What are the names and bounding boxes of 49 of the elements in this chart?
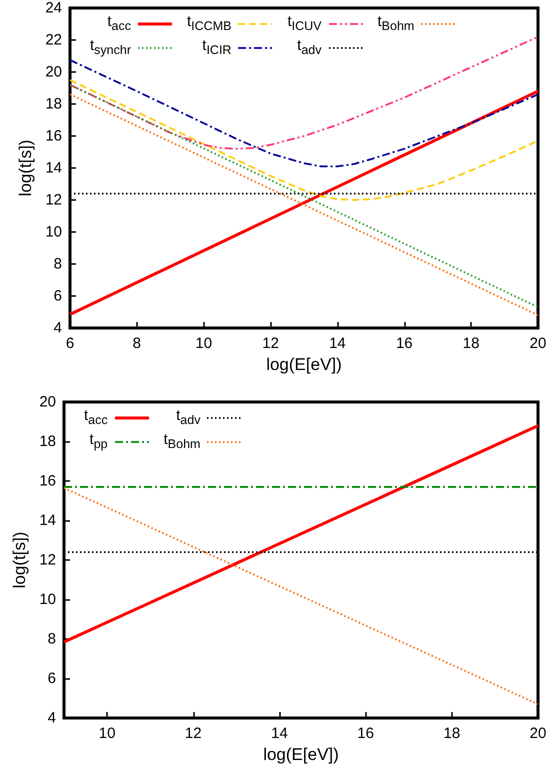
x-tick-label: 10 xyxy=(195,335,212,352)
y-tick-label: 18 xyxy=(39,433,56,450)
y-tick-label: 16 xyxy=(39,472,56,490)
x-tick-label: 6 xyxy=(66,335,74,352)
line-series xyxy=(69,36,539,150)
y-tick-label: 14 xyxy=(39,512,56,529)
line-series xyxy=(69,59,539,168)
x-axis-title: log(E[eV]) xyxy=(263,745,339,764)
legend-label: t$_{Bohm}$ xyxy=(378,12,414,35)
legend-label: t$_{acc}$ xyxy=(107,12,131,35)
x-tick-label: 20 xyxy=(530,335,546,352)
y-tick-label: 8 xyxy=(48,630,56,648)
x-tick-label: 16 xyxy=(396,335,413,352)
x-tick-label: 16 xyxy=(357,725,374,742)
legend-label: t$_{adv}$ xyxy=(297,36,322,59)
y-tick-label: 6 xyxy=(48,670,56,687)
y-tick-label: 4 xyxy=(54,320,62,336)
y-tick-label: 22 xyxy=(45,32,62,48)
y-tick-label: 6 xyxy=(54,288,62,304)
y-tick-label: 18 xyxy=(45,96,62,112)
x-tick-label: 14 xyxy=(329,335,346,352)
x-tick-label: 8 xyxy=(132,335,142,352)
y-tick-label: 14 xyxy=(45,160,62,176)
y-tick-label: 4 xyxy=(48,710,56,726)
legend-label: t$_{adv}$ xyxy=(176,406,200,429)
y-tick-label: 8 xyxy=(54,256,62,272)
y-tick-label: 24 xyxy=(45,0,62,16)
x-tick-label: 18 xyxy=(462,335,480,352)
y-tick-label: 12 xyxy=(45,192,62,208)
x-tick-label: 14 xyxy=(271,725,288,742)
x-tick-label: 12 xyxy=(262,335,279,352)
x-tick-label: 12 xyxy=(184,725,202,742)
legend-label: t$_{pp}$ xyxy=(90,430,108,453)
y-axis-title: log(t[s]) xyxy=(16,140,35,196)
y-tick-label: 12 xyxy=(39,552,56,568)
x-axis-title: log(E[eV]) xyxy=(266,355,342,374)
legend-label: t$_{Bohm}$ xyxy=(164,430,200,453)
x-tick-label: 20 xyxy=(530,725,546,742)
y-tick-label: 10 xyxy=(45,224,62,240)
x-tick-label: 18 xyxy=(443,725,460,742)
legend-label: t$_{synchr}$ xyxy=(90,36,131,59)
x-tick-label: 10 xyxy=(98,725,116,742)
y-axis-title: log(t[s]) xyxy=(10,532,29,588)
y-tick-label: 20 xyxy=(45,64,62,80)
line-series xyxy=(69,79,539,201)
y-tick-label: 16 xyxy=(45,128,62,144)
y-tick-label: 10 xyxy=(39,591,56,608)
legend-label: t$_{acc}$ xyxy=(84,406,108,429)
y-tick-label: 20 xyxy=(39,394,56,410)
